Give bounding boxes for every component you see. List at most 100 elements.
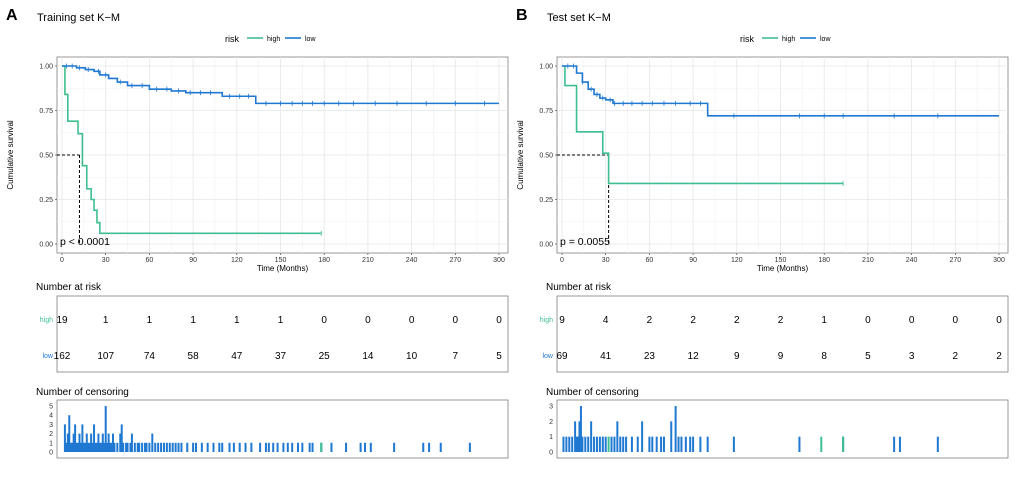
risk-cell: 162 (54, 351, 71, 362)
risk-table-frame (56, 295, 509, 373)
panel-letter: A (6, 7, 18, 24)
risk-cell: 3 (909, 351, 915, 362)
risk-cell: 1 (190, 315, 196, 326)
censoring-y-tick-label: 4 (49, 413, 53, 420)
censoring-title: Number of censoring (546, 387, 639, 398)
risk-cell: 9 (559, 315, 565, 326)
x-tick-label: 270 (949, 257, 961, 264)
risk-cell: 0 (909, 315, 915, 326)
risk-cell: 1 (103, 315, 109, 326)
p-value: p < 0.0001 (60, 236, 110, 248)
risk-row-label-low: low (42, 353, 53, 360)
censoring-y-tick-label: 2 (49, 431, 53, 438)
risk-cell: 69 (556, 351, 568, 362)
x-tick-label: 300 (493, 257, 505, 264)
risk-cell: 2 (778, 315, 784, 326)
risk-cell: 1 (821, 315, 827, 326)
risk-cell: 37 (275, 351, 287, 362)
risk-table-title: Number at risk (546, 282, 612, 293)
x-axis-label: Time (Months) (257, 264, 309, 273)
x-tick-label: 270 (449, 257, 461, 264)
risk-cell: 9 (778, 351, 784, 362)
y-tick-label: 0.50 (39, 153, 53, 160)
x-tick-label: 210 (862, 257, 874, 264)
risk-cell: 9 (734, 351, 740, 362)
risk-cell: 10 (406, 351, 418, 362)
p-value: p = 0.0055 (560, 236, 610, 248)
survival-curve-low (562, 65, 999, 117)
risk-cell: 2 (953, 351, 959, 362)
km-plot: 0.00 0.25 0.50 0.75 1.00 0 30 60 90 120 150 180 210 2… (6, 56, 509, 273)
x-tick-label: 0 (60, 257, 64, 264)
censoring-y-tick-label: 0 (49, 450, 53, 457)
risk-cell: 0 (365, 315, 371, 326)
survival-curve-high (562, 65, 844, 185)
risk-cell: 1 (147, 315, 153, 326)
y-axis-label: Cumulative survival (6, 120, 15, 190)
y-tick-label: 0.00 (539, 242, 553, 249)
risk-table-frame (556, 295, 1009, 373)
risk-cell: 0 (409, 315, 415, 326)
x-tick-label: 120 (231, 257, 243, 264)
censoring-y-tick-label: 3 (549, 404, 553, 411)
risk-cell: 23 (644, 351, 656, 362)
risk-cell: 14 (362, 351, 374, 362)
risk-cell: 4 (603, 315, 609, 326)
legend-high-label: high (782, 36, 795, 43)
risk-cell: 0 (865, 315, 871, 326)
legend: risk high low (740, 34, 831, 44)
x-tick-label: 120 (731, 257, 743, 264)
x-tick-label: 180 (318, 257, 330, 264)
x-tick-label: 60 (146, 257, 154, 264)
risk-cell: 41 (600, 351, 612, 362)
censoring-y-tick-label: 5 (49, 404, 53, 411)
legend-high-label: high (267, 36, 280, 43)
x-tick-label: 150 (275, 257, 287, 264)
survival-curve-high (62, 65, 322, 235)
risk-table-title: Number at risk (36, 282, 102, 293)
x-tick-label: 90 (189, 257, 197, 264)
risk-cell: 0 (453, 315, 459, 326)
x-tick-label: 30 (102, 257, 110, 264)
y-tick-label: 1.00 (539, 64, 553, 71)
x-tick-label: 0 (560, 257, 564, 264)
panel-b: B Test set K−M risk high low 0.00 0.25 0.50 0.75… (516, 7, 1009, 459)
risk-cell: 107 (97, 351, 114, 362)
censoring-plot: Number of censoring 0 1 2 3 4 5 (36, 387, 509, 459)
censoring-y-tick-label: 0 (549, 450, 553, 457)
panel-title: Test set K−M (547, 12, 611, 24)
risk-cell: 1 (278, 315, 284, 326)
risk-cell: 58 (188, 351, 200, 362)
y-tick-label: 0.25 (539, 197, 553, 204)
y-tick-label: 0.75 (39, 108, 53, 115)
risk-cell: 25 (319, 351, 331, 362)
risk-cell: 0 (996, 315, 1002, 326)
risk-cell: 8 (821, 351, 827, 362)
censoring-frame (556, 399, 1009, 459)
risk-row-label-high: high (540, 317, 553, 324)
risk-cell: 19 (56, 315, 68, 326)
x-tick-label: 240 (406, 257, 418, 264)
censoring-plot: Number of censoring 0 1 2 3 (546, 387, 1009, 459)
y-axis-label: Cumulative survival (516, 120, 525, 190)
legend-low-label: low (820, 36, 831, 43)
risk-cell: 2 (734, 315, 740, 326)
x-tick-label: 180 (818, 257, 830, 264)
risk-cell: 2 (996, 351, 1002, 362)
x-tick-label: 30 (602, 257, 610, 264)
y-tick-label: 0.00 (39, 242, 53, 249)
risk-cell: 0 (496, 315, 502, 326)
y-tick-label: 0.75 (539, 108, 553, 115)
x-tick-label: 60 (646, 257, 654, 264)
censoring-title: Number of censoring (36, 387, 129, 398)
x-tick-label: 210 (362, 257, 374, 264)
risk-cell: 2 (647, 315, 653, 326)
x-tick-label: 150 (775, 257, 787, 264)
x-tick-label: 90 (689, 257, 697, 264)
censoring-y-tick-label: 1 (549, 434, 553, 441)
risk-row-label-low: low (542, 353, 553, 360)
censoring-y-tick-label: 3 (49, 422, 53, 429)
